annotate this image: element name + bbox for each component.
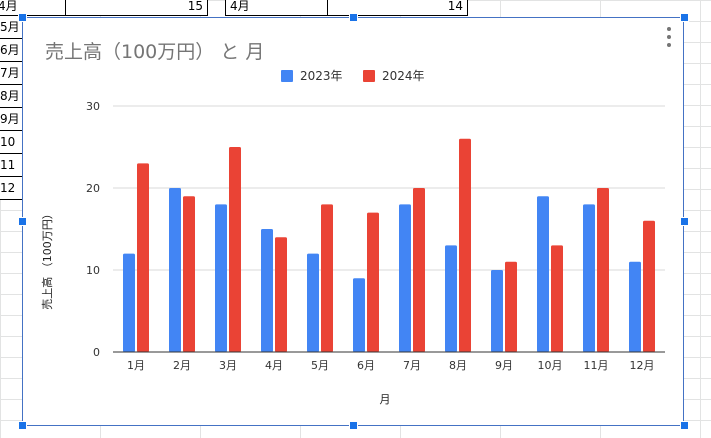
sheet-cell[interactable]: 4月	[225, 0, 328, 16]
sheet-cell[interactable]: 15	[65, 0, 208, 16]
bar	[123, 253, 135, 352]
x-tick-label: 6月	[357, 359, 375, 372]
resize-handle[interactable]	[680, 13, 689, 22]
x-tick-label: 4月	[265, 359, 283, 372]
axes: 0 10 20 30 1月 2月 3月 4月 5月 6月 7月 8月 9月 10月 11月 12月	[86, 100, 665, 372]
bar	[413, 188, 425, 352]
y-tick-label: 30	[86, 100, 100, 113]
bar-chart: 0 10 20 30 1月 2月 3月 4月 5月 6月 7月 8月 9月 10月 11月 12月 2023年…	[40, 69, 665, 406]
bar	[229, 147, 241, 352]
resize-handle[interactable]	[349, 421, 358, 430]
legend-label: 2023年	[300, 69, 343, 83]
bar	[583, 204, 595, 352]
sheet-cell[interactable]: 14	[327, 0, 468, 16]
x-tick-label: 3月	[219, 359, 237, 372]
resize-handle[interactable]	[680, 217, 689, 226]
bar	[137, 163, 149, 352]
bar	[169, 188, 181, 352]
vertical-dots-icon[interactable]	[666, 27, 672, 47]
sheet-cell[interactable]: 12月	[0, 177, 26, 200]
bar	[353, 278, 365, 352]
sheet-cell[interactable]: 11月	[0, 154, 26, 177]
bar	[505, 261, 517, 352]
bar	[643, 220, 655, 352]
bar	[261, 229, 273, 352]
legend-label: 2024年	[382, 69, 425, 83]
resize-handle[interactable]	[18, 421, 27, 430]
x-tick-label: 9月	[495, 359, 513, 372]
y-tick-label: 0	[93, 346, 100, 359]
x-tick-label: 10月	[538, 359, 563, 372]
bar	[399, 204, 411, 352]
resize-handle[interactable]	[349, 13, 358, 22]
y-axis-title: 売上高 （100万円）	[40, 208, 54, 310]
legend-swatch	[363, 70, 375, 82]
bar	[491, 270, 503, 352]
gridlines	[113, 105, 665, 271]
bars	[123, 138, 655, 352]
sheet-cell[interactable]: 4月	[0, 0, 66, 16]
resize-handle[interactable]	[18, 13, 27, 22]
y-tick-label: 10	[86, 264, 100, 277]
bar	[183, 196, 195, 352]
resize-handle[interactable]	[18, 217, 27, 226]
bar	[321, 204, 333, 352]
bar	[367, 212, 379, 352]
bar	[445, 245, 457, 352]
x-tick-label: 5月	[311, 359, 329, 372]
resize-handle[interactable]	[680, 421, 689, 430]
bar	[307, 253, 319, 352]
x-tick-label: 8月	[449, 359, 467, 372]
y-tick-label: 20	[86, 182, 100, 195]
legend-swatch	[281, 70, 293, 82]
legend: 2023年 2024年	[281, 69, 425, 83]
bar	[537, 196, 549, 352]
x-tick-label: 2月	[173, 359, 191, 372]
sheet-cell[interactable]: 8月	[0, 85, 26, 108]
x-axis-title: 月	[380, 393, 391, 406]
chart-title: 売上高（100万円） と 月	[45, 41, 265, 63]
bar	[629, 261, 641, 352]
x-tick-label: 12月	[630, 359, 655, 372]
sheet-cell[interactable]: 7月	[0, 62, 26, 85]
embedded-chart[interactable]: 売上高（100万円） と 月 0 10 20 30 1月 2月 3月 4月 5月 6月 7月 8月 9月…	[22, 17, 684, 426]
x-tick-label: 1月	[127, 359, 145, 372]
x-tick-label: 7月	[403, 359, 421, 372]
bar	[215, 204, 227, 352]
bar	[597, 188, 609, 352]
bar	[551, 245, 563, 352]
bar	[275, 237, 287, 352]
x-tick-label: 11月	[584, 359, 609, 372]
bar	[459, 138, 471, 352]
